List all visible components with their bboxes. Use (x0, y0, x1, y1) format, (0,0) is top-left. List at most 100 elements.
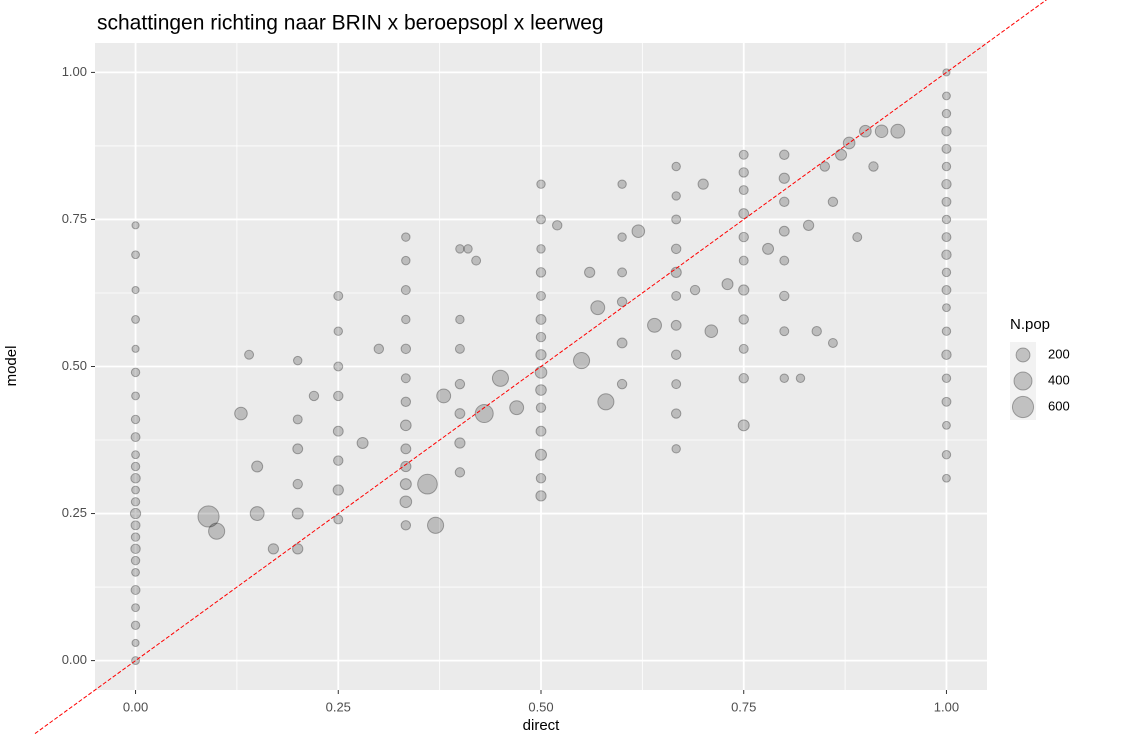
point (436, 388, 452, 404)
point (590, 300, 606, 316)
point (671, 290, 682, 301)
point (131, 250, 140, 260)
point (631, 224, 646, 239)
point (417, 473, 438, 495)
point (292, 478, 303, 490)
point (400, 443, 412, 455)
point (535, 448, 547, 461)
point (671, 444, 681, 454)
point (536, 244, 546, 254)
point (244, 349, 255, 360)
point (536, 214, 546, 225)
point (941, 285, 952, 296)
point (131, 221, 140, 230)
x-tick-label: 0.00 (123, 699, 148, 714)
point (941, 326, 952, 336)
point (890, 123, 906, 139)
point (572, 352, 591, 370)
point (779, 196, 790, 208)
point (535, 425, 547, 437)
point (778, 225, 790, 237)
legend-key (1010, 342, 1036, 368)
point (941, 373, 952, 383)
point (616, 337, 628, 349)
point (130, 620, 141, 631)
point (292, 543, 304, 555)
point (617, 179, 627, 189)
point (130, 585, 141, 595)
point (400, 396, 412, 408)
point (868, 161, 879, 172)
y-tick-label: 1.00 (62, 64, 87, 79)
point (267, 543, 280, 555)
point (738, 185, 749, 196)
legend-key (1010, 394, 1036, 420)
point (941, 161, 952, 172)
point (738, 373, 749, 384)
point (535, 384, 547, 396)
point (671, 379, 682, 390)
point (874, 124, 889, 139)
point (941, 232, 952, 243)
point (762, 242, 775, 255)
point (670, 319, 682, 331)
x-tick-label: 0.50 (528, 699, 553, 714)
point (333, 514, 344, 525)
x-tick-label: 0.75 (731, 699, 756, 714)
point (811, 325, 822, 337)
point (671, 191, 681, 201)
point (291, 507, 304, 520)
point (454, 437, 466, 449)
point (535, 349, 547, 361)
point (130, 555, 141, 566)
point (738, 149, 749, 160)
chart-title: schattingen richting naar BRIN x beroeps… (97, 12, 604, 35)
point (670, 266, 682, 279)
point (941, 178, 952, 190)
point (400, 460, 412, 473)
point (333, 326, 343, 336)
point (400, 343, 412, 355)
legend-key (1010, 368, 1036, 394)
legend-symbol (1011, 395, 1035, 419)
point (647, 317, 662, 333)
point (131, 450, 140, 460)
point (454, 467, 466, 478)
point (130, 414, 141, 425)
point (670, 408, 682, 419)
legend-label: 400 (1048, 372, 1070, 387)
point (130, 532, 141, 542)
point (373, 343, 385, 355)
point (399, 478, 412, 491)
point (738, 343, 749, 354)
point (332, 425, 344, 437)
point (463, 244, 473, 254)
point (234, 406, 248, 421)
point (356, 436, 369, 449)
point (131, 285, 140, 295)
point (941, 450, 952, 460)
point (802, 219, 815, 231)
point (689, 284, 701, 296)
point (795, 373, 806, 383)
point (779, 290, 790, 302)
legend-label: 600 (1048, 398, 1070, 413)
point (671, 161, 681, 172)
legend-symbol (1013, 371, 1033, 391)
point (401, 314, 411, 325)
point (536, 179, 546, 189)
point (131, 603, 140, 613)
point (819, 161, 831, 172)
y-tick-label: 0.25 (62, 505, 87, 520)
point (941, 143, 952, 154)
point (778, 172, 790, 184)
point (400, 419, 412, 432)
legend-label: 200 (1048, 346, 1070, 361)
point (130, 543, 141, 555)
point (400, 285, 411, 296)
point (401, 255, 411, 266)
point (536, 290, 546, 301)
point (534, 366, 548, 379)
point (474, 404, 494, 424)
